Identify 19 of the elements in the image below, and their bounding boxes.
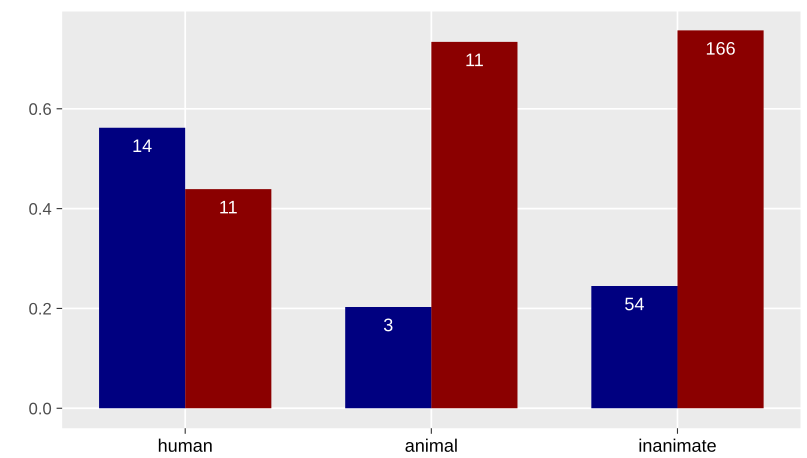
x-tick-label: animal	[406, 438, 457, 452]
bar	[431, 42, 518, 408]
x-tick-label: inanimate	[640, 438, 716, 452]
y-tick-label: 0.0	[29, 402, 52, 414]
y-tick-label: 0.6	[29, 103, 51, 115]
bar	[591, 286, 678, 408]
bar	[345, 306, 432, 408]
x-tick-label: human	[158, 438, 212, 452]
bar	[99, 128, 186, 408]
y-tick-label: 0.4	[29, 203, 52, 215]
annotation: 54	[625, 298, 644, 310]
annotation: 14	[133, 140, 152, 152]
bar	[185, 189, 272, 408]
annotation: 11	[220, 200, 237, 214]
annotation: 166	[706, 42, 735, 55]
annotation: 3	[384, 318, 392, 332]
bar	[677, 30, 764, 408]
y-tick-label: 0.2	[29, 302, 51, 315]
annotation: 11	[466, 54, 483, 66]
